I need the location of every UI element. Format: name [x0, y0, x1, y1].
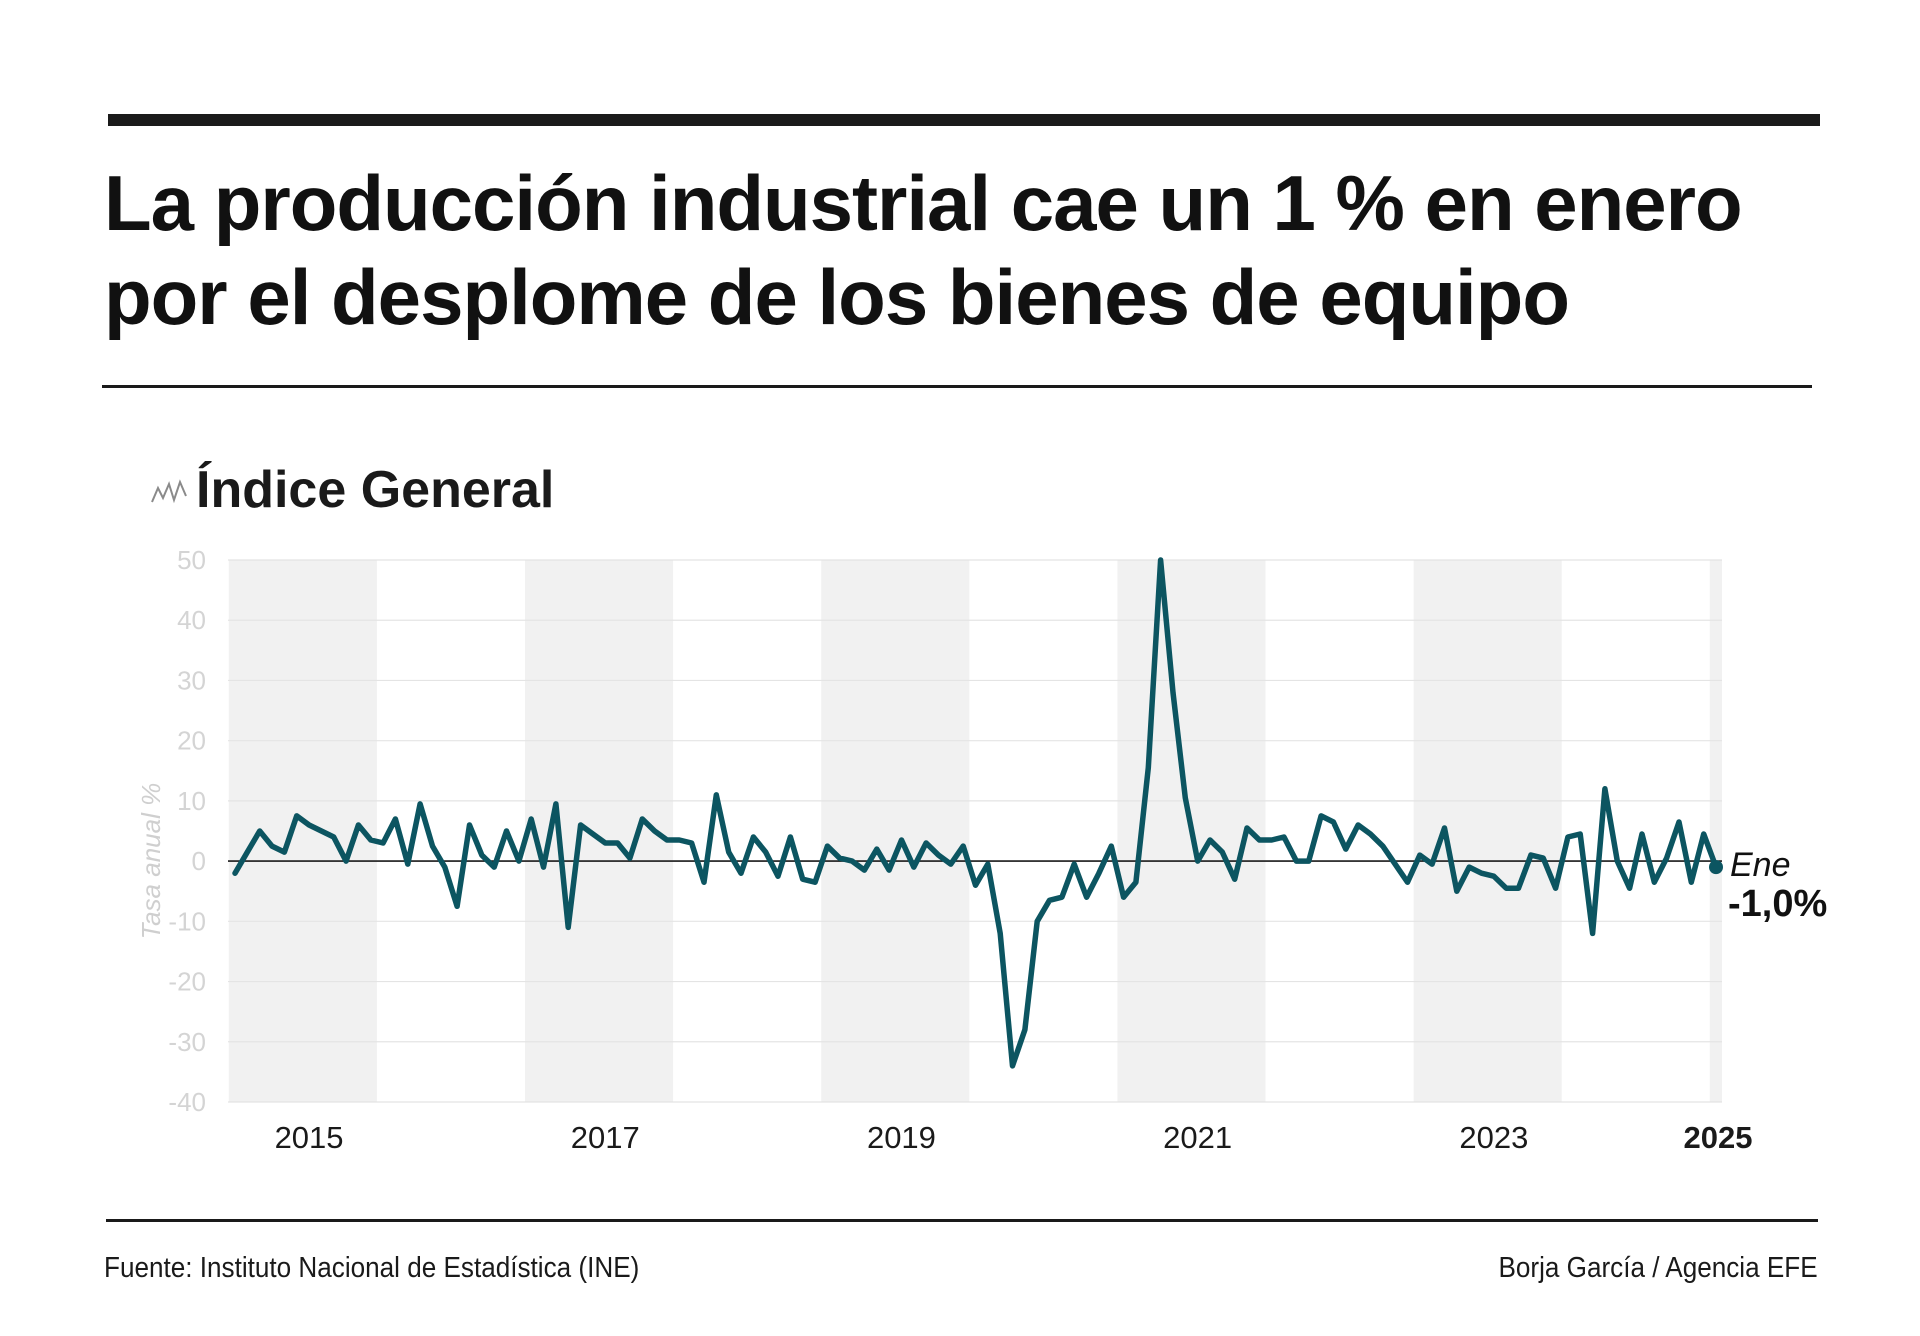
line-chart-icon — [151, 479, 187, 504]
line-chart: 50 40 30 20 10 0 -10 -20 -30 -40 Tasa anual % 201… — [136, 545, 1827, 1155]
year-band-2023 — [1413, 560, 1562, 1102]
y-axis-label: Tasa anual % — [136, 783, 166, 940]
annotation-value: -1,0% — [1728, 883, 1827, 925]
y-tick-label: 40 — [177, 605, 206, 635]
series-line — [232, 557, 1719, 1069]
y-tick-label: 10 — [177, 786, 206, 816]
last-point-marker — [1709, 860, 1723, 875]
x-tick-label: 2017 — [571, 1120, 640, 1155]
source-note: Fuente: Instituto Nacional de Estadístic… — [104, 1252, 640, 1284]
y-tick-label: -30 — [168, 1027, 206, 1057]
headline: La producción industrial cae un 1 % en e… — [104, 159, 1743, 341]
x-tick-label: 2025 — [1684, 1120, 1753, 1155]
chart-title: Índice General — [196, 461, 555, 519]
y-tick-label: 0 — [192, 846, 206, 876]
y-tick-label: -40 — [168, 1087, 206, 1117]
x-tick-label: 2019 — [867, 1120, 936, 1155]
year-band-2015 — [228, 560, 377, 1102]
y-tick-label: -10 — [168, 906, 206, 936]
y-tick-label: 20 — [177, 726, 206, 756]
year-band-2025 — [1709, 560, 1722, 1102]
footer-rule — [106, 1219, 1818, 1222]
headline-divider — [102, 385, 1812, 388]
annotation-month: Ene — [1730, 846, 1791, 884]
year-band-2019 — [821, 560, 970, 1102]
x-tick-label: 2021 — [1163, 1120, 1232, 1155]
x-tick-label: 2023 — [1459, 1120, 1528, 1155]
y-tick-label: -20 — [168, 967, 206, 997]
author-credit: Borja García / Agencia EFE — [1498, 1252, 1818, 1284]
x-tick-label: 2015 — [275, 1120, 344, 1155]
y-tick-label: 30 — [177, 665, 206, 695]
top-rule — [108, 114, 1820, 126]
y-tick-label: 50 — [177, 545, 206, 575]
